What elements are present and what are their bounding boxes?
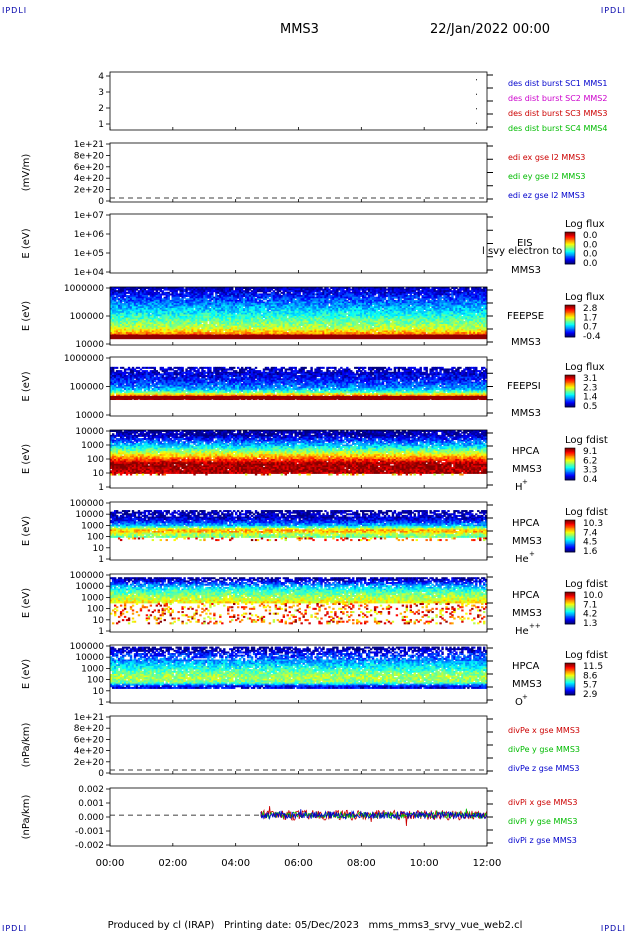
plot-frame [110, 143, 487, 202]
y-axis-label: E (eV) [21, 228, 32, 258]
y-tick-label: 0 [98, 197, 104, 207]
burst-point [476, 94, 477, 95]
y-tick-label: 8e+20 [74, 151, 105, 161]
burst-point [476, 79, 477, 80]
plot-frame [110, 214, 487, 273]
legend-entry: edi ex gse l2 MMS3 [508, 153, 585, 162]
legend-entry: edi ez gse l2 MMS3 [508, 191, 585, 200]
plot-frame [110, 72, 487, 130]
burst-point [476, 123, 477, 124]
y-tick-label: 1e+06 [74, 230, 105, 240]
y-tick-label: 1e+21 [74, 140, 104, 150]
colorbar-tick-label: 0.0 [583, 259, 598, 269]
y-tick-label: 4 [98, 72, 104, 82]
legend-entry: des dist burst SC1 MMS1 [508, 79, 607, 88]
y-tick-label: 1 [98, 120, 104, 130]
y-tick-label: 1e+07 [74, 211, 104, 221]
panel-burst: 4 3 2 1 des dist burst SC1 MMS1 des dist burs… [98, 72, 607, 133]
y-tick-label: 1e+05 [74, 249, 104, 259]
y-tick-label: 3 [98, 88, 104, 98]
legend-entry: des dist burst SC2 MMS2 [508, 94, 607, 103]
spacecraft-label: MMS3 [511, 265, 541, 276]
y-tick-label: 2e+20 [74, 186, 105, 196]
instrument-label: EIS [517, 238, 533, 249]
colorbar-title: Log flux [565, 219, 605, 230]
y-tick-label: 1e+04 [74, 268, 105, 278]
y-tick-label: 6e+20 [74, 163, 105, 173]
y-axis-label: (mV/m) [21, 154, 32, 192]
burst-point [476, 108, 477, 109]
legend-entry: des dist burst SC4 MMS4 [508, 124, 607, 133]
y-tick-label: 2 [98, 104, 104, 114]
legend-entry: edi ey gse l2 MMS3 [508, 172, 586, 181]
legend-entry: des dist burst SC3 MMS3 [508, 109, 607, 118]
y-tick-label: 4e+20 [74, 174, 105, 184]
